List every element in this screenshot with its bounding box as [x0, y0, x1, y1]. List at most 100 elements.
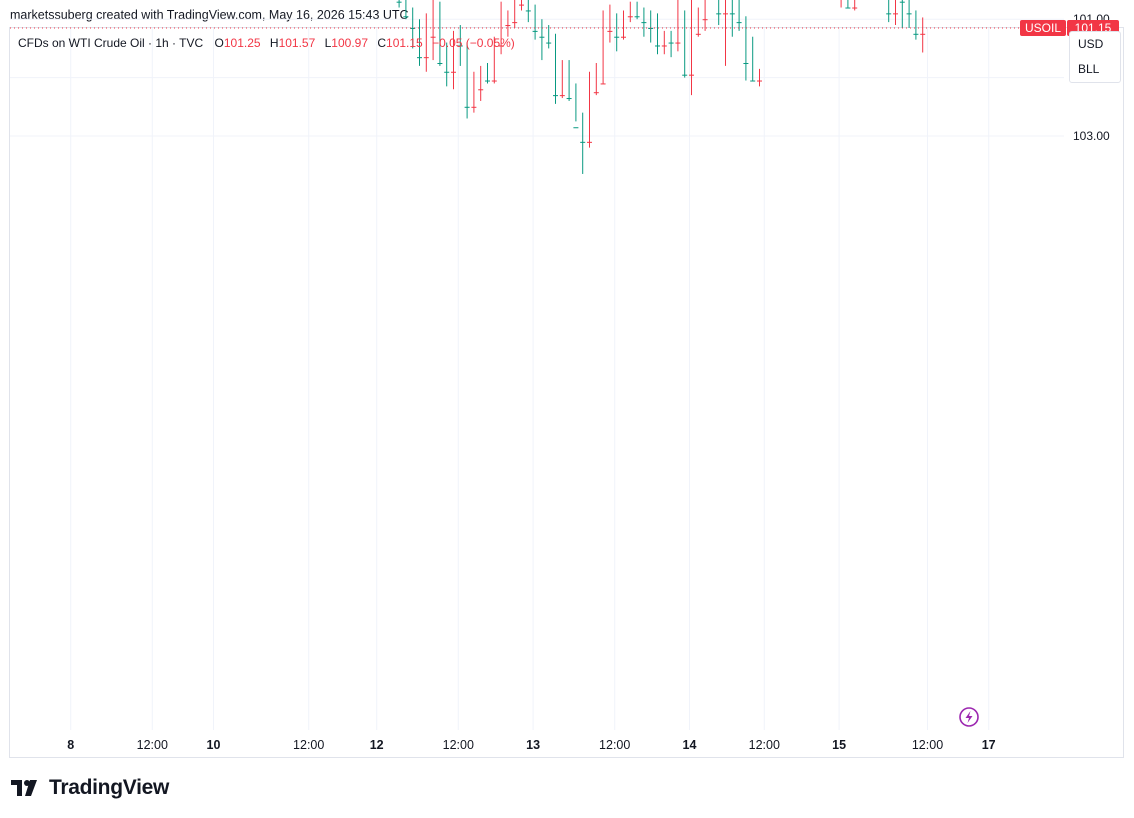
- candle[interactable]: [668, 30, 674, 58]
- candle[interactable]: [627, 1, 633, 23]
- candle[interactable]: [410, 7, 416, 49]
- candle-body: [893, 13, 898, 15]
- candle-body: [566, 98, 572, 100]
- x-tick-label: 10: [207, 738, 221, 752]
- candle[interactable]: [695, 7, 701, 37]
- candle[interactable]: [423, 13, 429, 72]
- candle[interactable]: [757, 68, 762, 87]
- candle[interactable]: [682, 10, 688, 78]
- lightning-icon[interactable]: [959, 707, 979, 727]
- candle[interactable]: [525, 0, 531, 23]
- candle[interactable]: [743, 16, 749, 81]
- candle[interactable]: [498, 1, 504, 55]
- candle[interactable]: [451, 30, 456, 90]
- candle[interactable]: [573, 83, 579, 129]
- currency-label[interactable]: USD: [1078, 37, 1104, 51]
- candle[interactable]: [621, 10, 626, 40]
- candle[interactable]: [485, 63, 490, 84]
- candle-body: [729, 13, 735, 15]
- candle[interactable]: [641, 7, 647, 37]
- candle[interactable]: [491, 36, 497, 84]
- candle[interactable]: [539, 19, 545, 61]
- candle-body: [695, 33, 701, 35]
- candle[interactable]: [546, 25, 552, 49]
- candle[interactable]: [505, 10, 511, 37]
- candle[interactable]: [723, 0, 728, 66]
- candle-body: [920, 33, 926, 35]
- candle[interactable]: [634, 1, 640, 20]
- candle[interactable]: [430, 0, 436, 61]
- close-value: 101.15: [386, 36, 423, 50]
- symbol-legend: CFDs on WTI Crude Oil · 1h · TVC O101.25…: [18, 36, 521, 50]
- candle[interactable]: [532, 4, 538, 40]
- candle[interactable]: [675, 0, 681, 52]
- candle[interactable]: [417, 19, 422, 66]
- candle[interactable]: [587, 71, 592, 148]
- candle[interactable]: [444, 42, 450, 87]
- candle[interactable]: [396, 0, 402, 8]
- unit-label[interactable]: BLL: [1078, 62, 1100, 76]
- candle[interactable]: [913, 10, 919, 40]
- candle[interactable]: [614, 13, 620, 52]
- candle-body: [913, 33, 919, 35]
- open-label: O: [214, 36, 224, 50]
- x-tick-label: 12:00: [443, 738, 474, 752]
- candle[interactable]: [457, 25, 463, 66]
- candle[interactable]: [702, 0, 708, 31]
- candle[interactable]: [886, 0, 892, 23]
- candle[interactable]: [478, 65, 484, 101]
- candle[interactable]: [519, 0, 524, 11]
- candle[interactable]: [852, 0, 858, 11]
- candle-body: [512, 22, 518, 24]
- tradingview-logo-icon: [11, 780, 37, 796]
- candle[interactable]: [600, 10, 606, 85]
- candle-body: [444, 71, 450, 73]
- candle[interactable]: [655, 13, 660, 55]
- open-value: 101.25: [223, 36, 261, 50]
- candle[interactable]: [471, 71, 477, 113]
- candle[interactable]: [906, 0, 912, 28]
- candle[interactable]: [736, 0, 742, 31]
- symbol-title[interactable]: CFDs on WTI Crude Oil · 1h · TVC: [18, 36, 204, 50]
- x-tick-label: 17: [982, 738, 996, 752]
- candle[interactable]: [607, 4, 613, 43]
- x-tick-label: 12:00: [912, 738, 943, 752]
- candles: [396, 0, 926, 174]
- candle[interactable]: [648, 10, 654, 43]
- candle[interactable]: [689, 0, 694, 96]
- candle-body: [899, 1, 905, 3]
- candle-body: [593, 92, 599, 94]
- currency-unit-box[interactable]: USD BLL: [1069, 31, 1121, 83]
- candle-body: [750, 80, 756, 82]
- candle[interactable]: [464, 42, 470, 119]
- candle[interactable]: [403, 0, 409, 20]
- grid-lines: 103.00102.00101.00100.0099.0098.0097.009…: [10, 12, 1110, 752]
- candle[interactable]: [559, 60, 565, 99]
- candle-body: [519, 4, 524, 6]
- candle[interactable]: [845, 0, 851, 9]
- high-value: 101.57: [278, 36, 316, 50]
- candle[interactable]: [553, 33, 558, 104]
- candle[interactable]: [839, 0, 844, 8]
- close-label: C: [377, 36, 387, 50]
- candle[interactable]: [729, 0, 735, 37]
- candle[interactable]: [661, 30, 667, 55]
- candle[interactable]: [920, 17, 926, 53]
- candle[interactable]: [437, 1, 443, 66]
- tradingview-logo[interactable]: TradingView: [11, 776, 169, 800]
- candle-body: [886, 13, 892, 15]
- candle[interactable]: [593, 63, 599, 96]
- candle[interactable]: [716, 0, 722, 26]
- candle-body: [627, 16, 633, 18]
- candle-body: [621, 36, 626, 38]
- candle[interactable]: [750, 36, 756, 82]
- candle[interactable]: [580, 112, 586, 174]
- candle[interactable]: [512, 0, 518, 28]
- candle[interactable]: [893, 0, 898, 26]
- candle[interactable]: [566, 60, 572, 101]
- y-tick-label: 103.00: [1073, 129, 1110, 143]
- candle[interactable]: [899, 0, 905, 28]
- x-tick-label: 15: [832, 738, 846, 752]
- candle-body: [546, 42, 552, 44]
